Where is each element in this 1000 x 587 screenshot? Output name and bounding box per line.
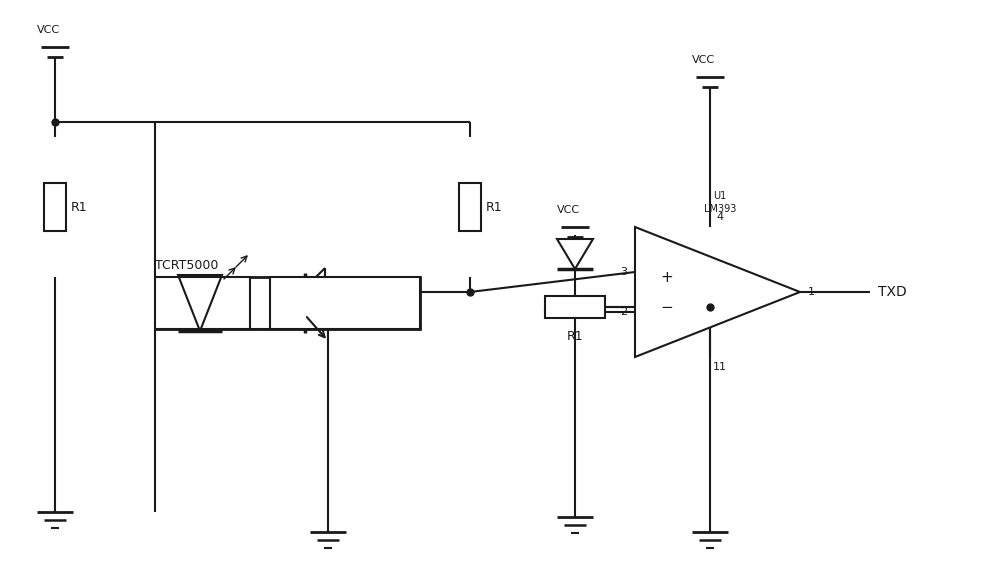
Text: 2: 2 — [620, 307, 627, 317]
Text: U1: U1 — [713, 191, 727, 201]
Text: TXD: TXD — [878, 285, 907, 299]
Text: VCC: VCC — [557, 205, 580, 215]
Bar — [459, 183, 481, 231]
Bar — [270, 277, 420, 329]
Text: +: + — [660, 269, 673, 285]
Text: TCRT5000: TCRT5000 — [155, 259, 218, 272]
Text: R1: R1 — [567, 330, 583, 343]
Bar — [545, 296, 605, 318]
Bar — [155, 277, 250, 329]
Text: −: − — [660, 299, 673, 315]
Text: R1: R1 — [486, 201, 503, 214]
Text: VCC: VCC — [692, 55, 715, 65]
Text: 4: 4 — [716, 212, 724, 222]
Text: 1: 1 — [808, 287, 815, 297]
Text: VCC: VCC — [37, 25, 60, 35]
Text: R1: R1 — [71, 201, 88, 214]
Text: 11: 11 — [713, 362, 727, 372]
Bar — [44, 183, 66, 231]
Text: 3: 3 — [620, 267, 627, 277]
Bar — [155, 277, 420, 329]
Polygon shape — [635, 227, 800, 357]
Text: LM393: LM393 — [704, 204, 736, 214]
